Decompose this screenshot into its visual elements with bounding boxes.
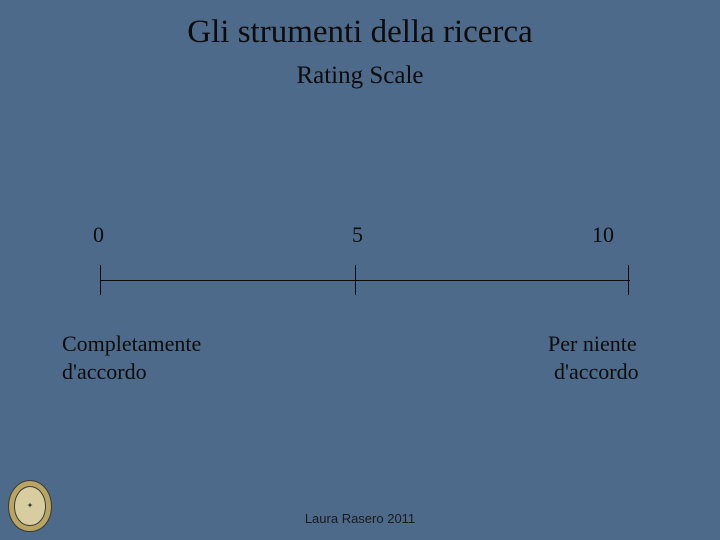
scale-number-5: 5 <box>352 222 363 248</box>
anchor-left: Completamente d'accordo <box>62 330 201 385</box>
scale-number-10: 10 <box>592 222 614 248</box>
scale-axis-line <box>100 280 630 281</box>
seal-icon: ✦ <box>8 480 52 532</box>
anchor-left-line2: d'accordo <box>62 359 147 384</box>
rating-scale <box>100 260 630 300</box>
anchor-right-line2: d'accordo <box>548 359 639 384</box>
scale-tick-10 <box>628 265 629 295</box>
slide: Gli strumenti della ricerca Rating Scale… <box>0 0 720 540</box>
anchor-left-line1: Completamente <box>62 331 201 356</box>
seal-inner: ✦ <box>14 486 46 526</box>
scale-tick-5 <box>355 265 356 295</box>
slide-title: Gli strumenti della ricerca <box>0 14 720 51</box>
scale-tick-0 <box>100 265 101 295</box>
anchor-right-line1: Per niente <box>548 331 637 356</box>
anchor-right: Per niente d'accordo <box>548 330 639 385</box>
footer-text: Laura Rasero 2011 <box>0 511 720 526</box>
slide-subtitle: Rating Scale <box>0 62 720 90</box>
scale-number-0: 0 <box>93 222 104 248</box>
